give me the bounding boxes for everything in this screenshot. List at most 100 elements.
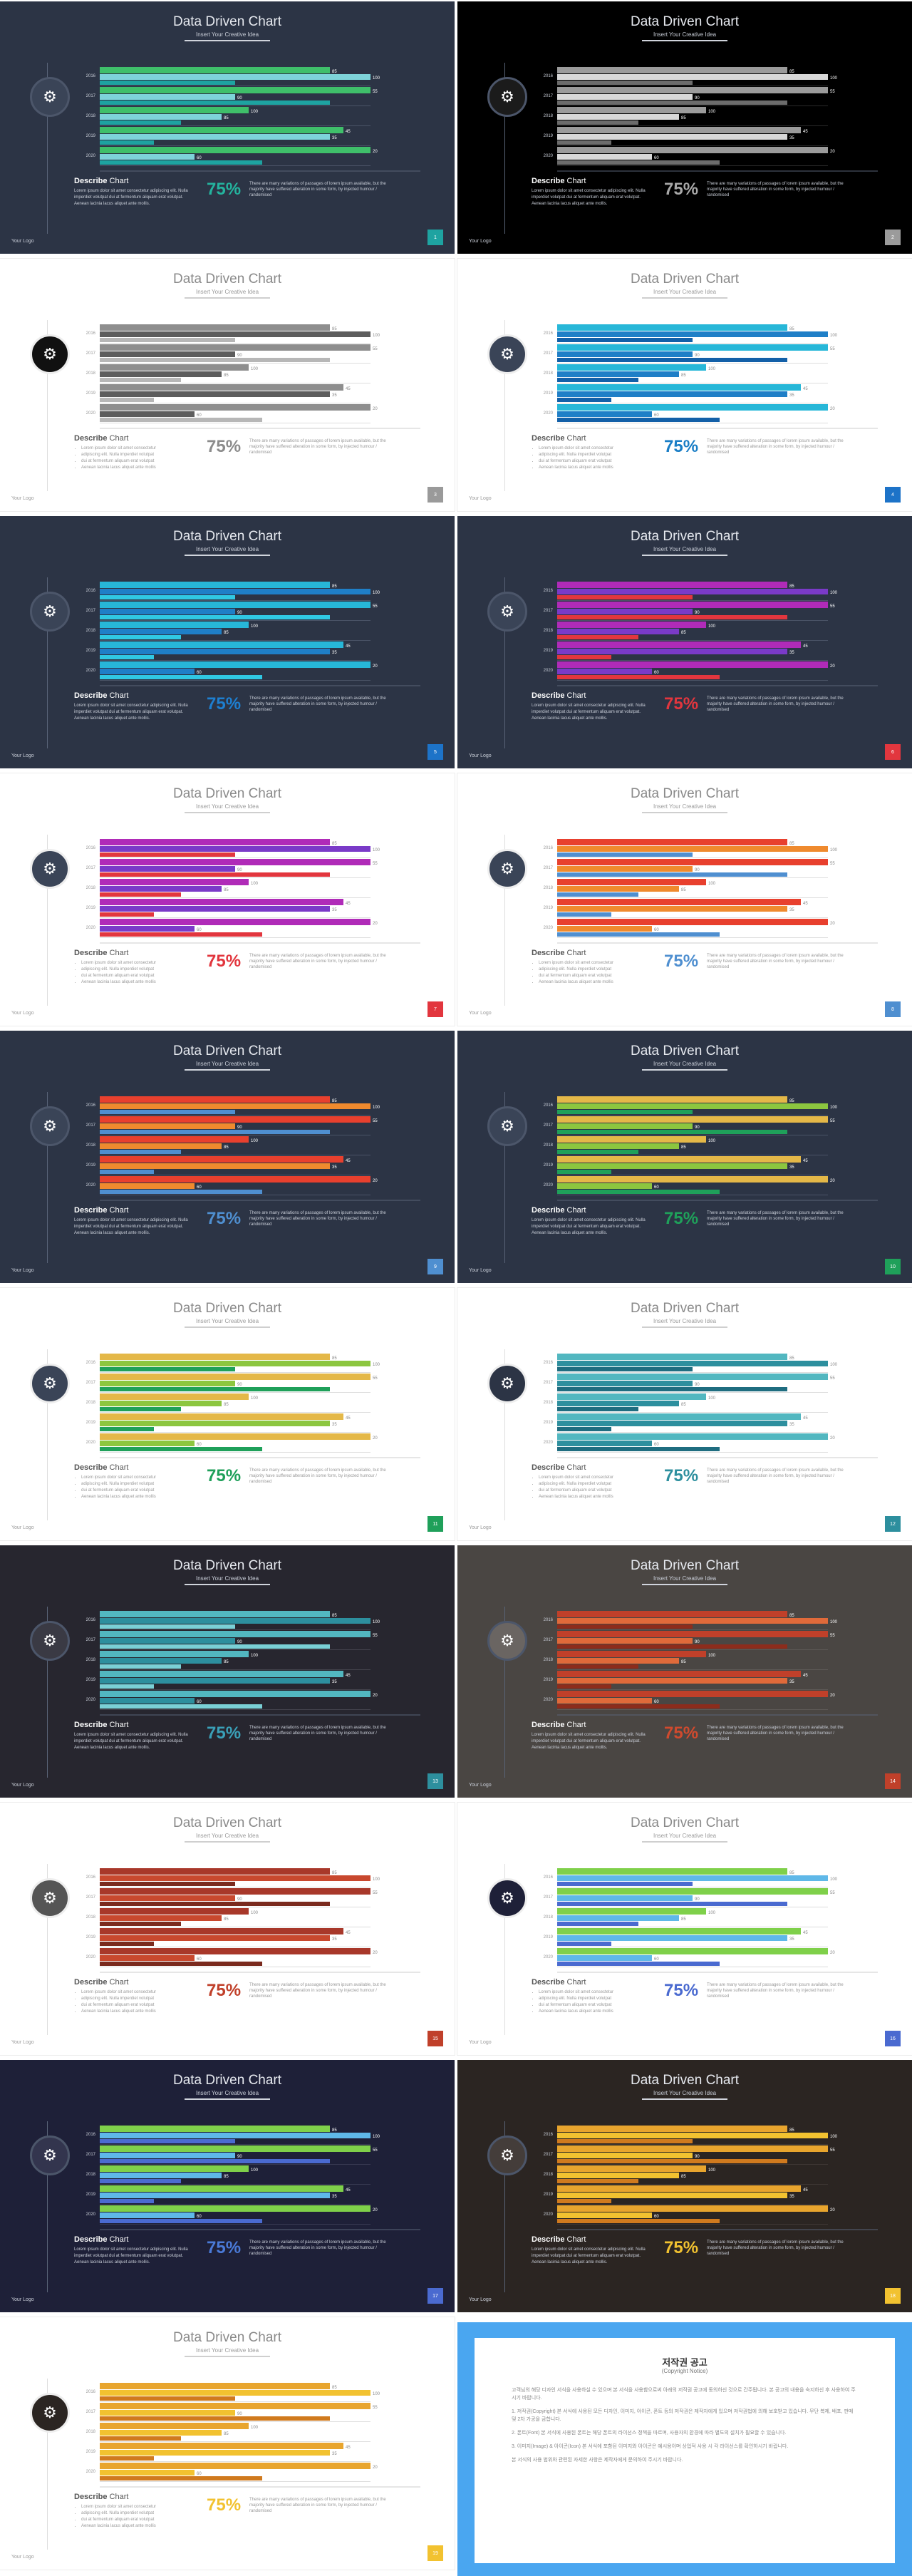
title-underline — [642, 812, 727, 813]
slide-subtitle: Insert Your Creative Idea — [653, 1318, 717, 1324]
data-label: 35 — [789, 651, 794, 655]
describe-text: Lorem ipsum dolor sit amet consectetur a… — [532, 1989, 653, 2015]
slide-subtitle: Insert Your Creative Idea — [653, 2090, 717, 2096]
row-separator — [100, 343, 370, 344]
bar — [100, 675, 262, 679]
data-label: 100 — [373, 1877, 380, 1882]
bar — [557, 1915, 679, 1921]
row-separator — [100, 105, 370, 106]
row-separator — [557, 2144, 828, 2145]
percent-value: 75% — [207, 1466, 242, 1485]
category-label: 2017 — [86, 609, 96, 613]
row-separator — [557, 1669, 828, 1670]
row-separator — [100, 2144, 370, 2145]
percent-description: There are many variations of passages of… — [249, 2240, 386, 2256]
data-label: 85 — [224, 1403, 229, 1407]
chart-slide: Data Driven Chart Insert Your Creative I… — [0, 1802, 455, 2056]
bar — [557, 1948, 828, 1954]
percent-value: 75% — [664, 952, 699, 971]
slide-subtitle: Insert Your Creative Idea — [195, 1318, 259, 1324]
row-separator — [100, 1709, 370, 1710]
bar — [100, 114, 222, 120]
describe-chart-title: Describe Chart — [532, 1463, 586, 1472]
data-label: 90 — [237, 354, 242, 358]
data-label: 90 — [695, 1897, 700, 1902]
category-label: 2018 — [86, 1915, 96, 1920]
bullet-item: dui at fermentum aliquam erat volutpat — [81, 1488, 195, 1494]
bar — [100, 589, 370, 594]
describe-bold: Describe — [74, 949, 108, 957]
logo-text: Your Logo — [11, 2555, 34, 2560]
bar — [100, 2410, 235, 2416]
row-separator — [100, 2461, 370, 2462]
data-label: 20 — [373, 664, 378, 669]
bar — [100, 1631, 370, 1637]
data-label: 100 — [251, 110, 259, 114]
bar — [100, 1116, 370, 1123]
row-separator — [557, 1452, 828, 1453]
bar — [557, 1631, 828, 1637]
describe-bold: Describe — [74, 2235, 108, 2244]
data-label: 60 — [197, 1185, 202, 1190]
data-label: 100 — [708, 110, 716, 114]
describe-chart-title: Describe Chart — [74, 177, 128, 185]
bar — [100, 1908, 249, 1915]
gear-icon: ⚙ — [500, 1889, 514, 1907]
describe-rest: Chart — [107, 177, 129, 185]
row-separator — [557, 917, 828, 918]
bar — [557, 1163, 787, 1169]
gear-icon-circle: ⚙ — [487, 1364, 527, 1403]
slide-title: Data Driven Chart — [172, 1558, 282, 1573]
data-label: 90 — [695, 611, 700, 615]
row-separator — [557, 660, 828, 661]
bar — [100, 81, 235, 85]
data-label: 45 — [803, 902, 808, 906]
bar — [100, 1130, 330, 1134]
bar — [557, 2153, 693, 2158]
bullet-item: dui at fermentum aliquam erat volutpat — [539, 973, 653, 979]
bar — [557, 2145, 828, 2152]
data-label: 85 — [332, 327, 337, 331]
data-label: 85 — [789, 2128, 794, 2133]
data-label: 55 — [830, 2148, 835, 2153]
bar — [100, 912, 154, 917]
row-separator — [100, 1432, 370, 1433]
category-label: 2017 — [544, 866, 554, 870]
bar — [100, 1183, 195, 1189]
slide-subtitle: Insert Your Creative Idea — [195, 2347, 259, 2354]
bullet-item: adipiscing elit. Nulla imperdiet volutpa… — [539, 1996, 653, 2002]
data-label: 35 — [332, 1423, 337, 1427]
bar — [557, 1176, 828, 1183]
bar — [557, 1407, 638, 1411]
percent-value: 75% — [207, 1724, 242, 1743]
bar — [100, 2179, 181, 2183]
logo-text: Your Logo — [11, 1011, 34, 1016]
data-label: 90 — [237, 96, 242, 101]
data-label: 35 — [789, 136, 794, 140]
data-label: 45 — [803, 387, 808, 391]
title-underline — [185, 1584, 270, 1585]
gear-icon: ⚙ — [43, 2146, 57, 2164]
category-label: 2018 — [86, 1401, 96, 1405]
chart-slide: Data Driven Chart Insert Your Creative I… — [0, 1, 455, 254]
bar — [557, 418, 720, 422]
bar — [557, 879, 706, 885]
gear-icon-circle: ⚙ — [30, 77, 70, 117]
describe-chart-title: Describe Chart — [532, 691, 586, 700]
percent-description: There are many variations of passages of… — [249, 1468, 386, 1484]
slide-title: Data Driven Chart — [172, 272, 282, 287]
describe-rest: Chart — [107, 2235, 129, 2244]
slide-subtitle: Insert Your Creative Idea — [195, 1575, 259, 1582]
data-label: 45 — [803, 1931, 808, 1935]
bar — [100, 1367, 235, 1371]
bar — [100, 2145, 370, 2152]
slide-subtitle: Insert Your Creative Idea — [195, 289, 259, 295]
data-label: 60 — [197, 2215, 202, 2219]
bar — [557, 140, 611, 145]
percent-value: 75% — [207, 2238, 242, 2257]
bar — [557, 886, 679, 892]
bar — [557, 107, 706, 113]
category-label: 2020 — [86, 2212, 96, 2217]
category-label: 2020 — [86, 411, 96, 416]
vertical-divider — [504, 1092, 505, 1263]
